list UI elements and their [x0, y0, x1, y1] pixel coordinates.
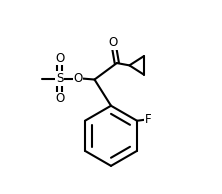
- Text: S: S: [56, 72, 63, 85]
- Text: O: O: [73, 72, 83, 85]
- Text: O: O: [109, 36, 118, 49]
- Text: O: O: [55, 52, 64, 65]
- Text: O: O: [55, 92, 64, 106]
- Text: F: F: [145, 113, 152, 126]
